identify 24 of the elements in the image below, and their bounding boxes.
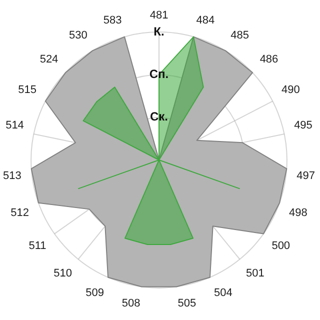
spoke-label: 530 [68, 30, 88, 42]
spoke-label: 504 [214, 287, 232, 300]
spoke-label: 501 [246, 268, 264, 280]
y-tick-label: К. [154, 24, 164, 38]
spoke-label: 486 [260, 53, 278, 66]
spoke-label: 514 [6, 119, 24, 132]
spoke-label: 510 [54, 268, 72, 280]
spoke-label: 497 [296, 170, 315, 182]
spoke-label: 505 [178, 297, 196, 310]
spoke-label: 512 [10, 206, 30, 219]
spoke-label: 490 [281, 84, 300, 96]
spoke-label: 495 [294, 119, 312, 132]
spoke-label: 513 [3, 170, 22, 182]
spoke-label: 511 [28, 240, 46, 252]
spoke-label: 481 [150, 9, 168, 22]
spoke-label: 508 [122, 297, 140, 310]
spoke-label: 484 [196, 14, 215, 27]
spoke-label: 524 [40, 53, 58, 66]
spoke-label: 509 [86, 287, 104, 300]
spoke-label: 485 [230, 30, 250, 42]
spoke-label: 583 [103, 14, 122, 27]
spoke-label: 515 [18, 84, 37, 96]
spoke-label: 500 [272, 240, 290, 252]
spoke-label: 498 [288, 206, 308, 219]
